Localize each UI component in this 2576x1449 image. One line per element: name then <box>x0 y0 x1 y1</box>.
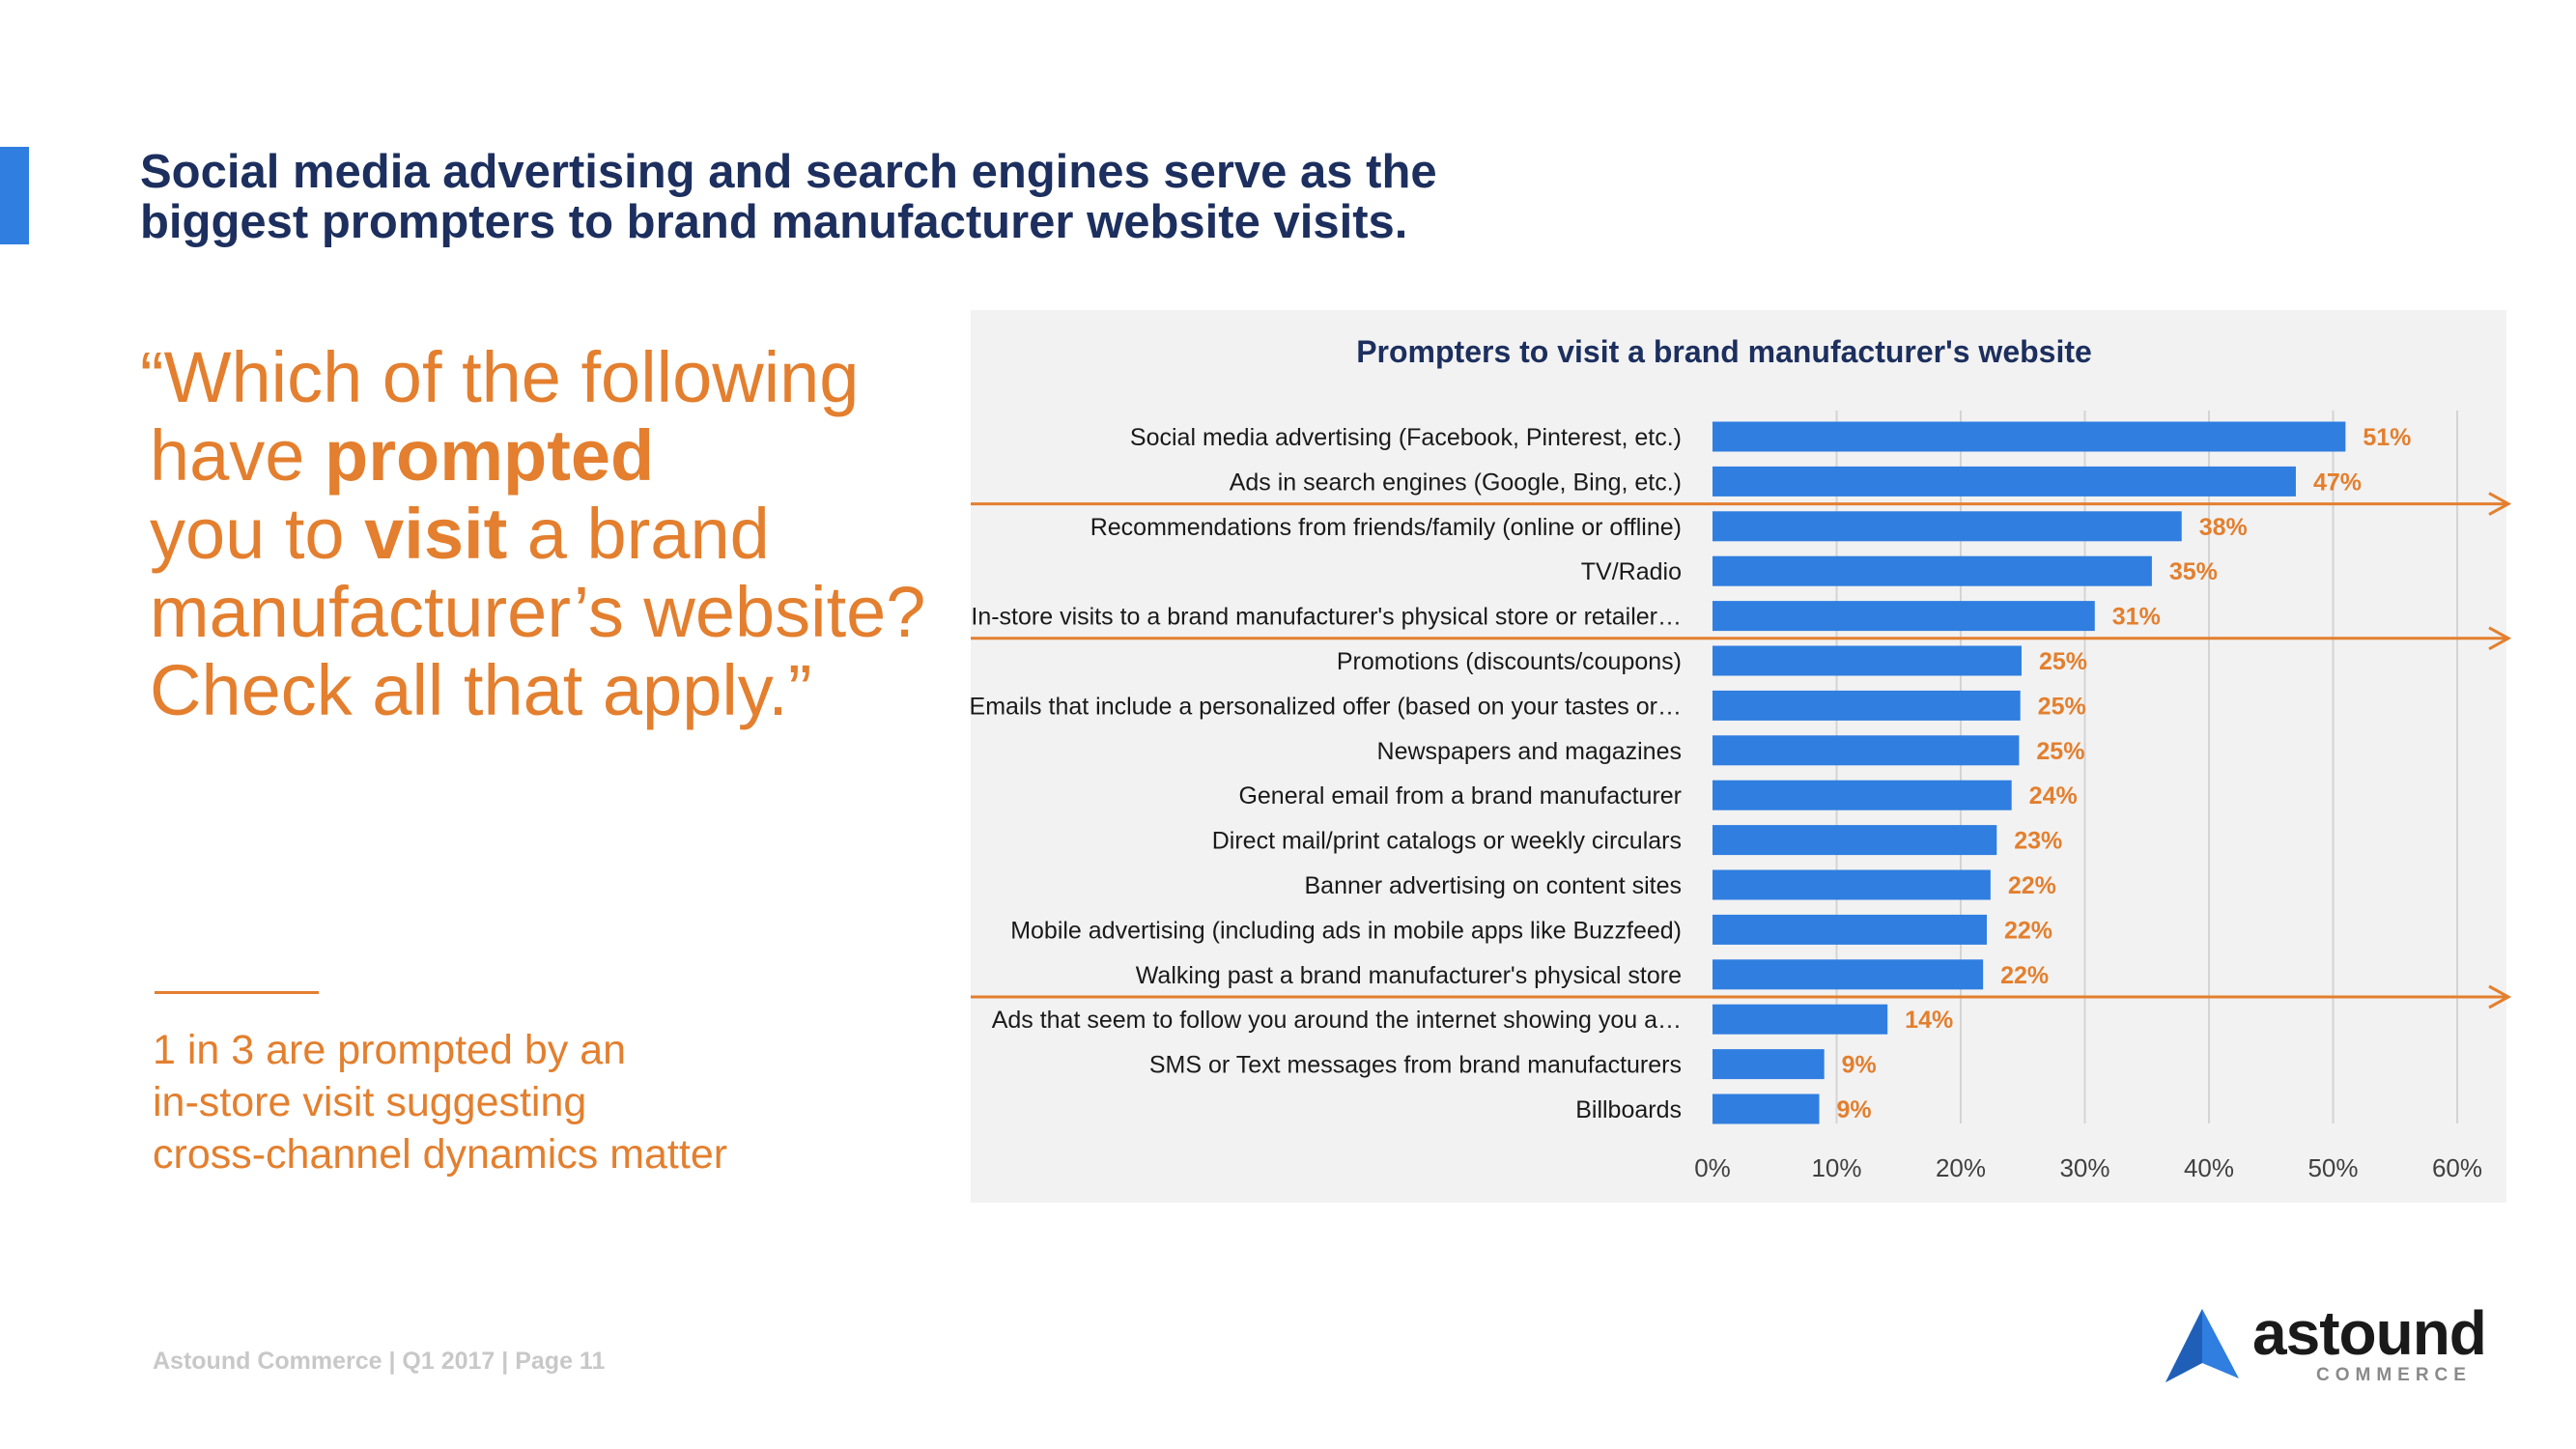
category-label: General email from a brand manufacturer <box>1238 782 1682 810</box>
question-text: have <box>150 415 326 496</box>
insight-divider <box>155 991 319 994</box>
x-tick-label: 10% <box>1811 1153 1861 1182</box>
category-label: SMS or Text messages from brand manufact… <box>1149 1052 1682 1079</box>
category-label: Banner advertising on content sites <box>1304 872 1682 899</box>
insight-line-2: in-store visit suggesting <box>153 1079 587 1125</box>
accent-bar <box>0 147 29 244</box>
value-label: 23% <box>2014 828 2062 855</box>
category-label: In-store visits to a brand manufacturer'… <box>971 604 1682 631</box>
value-label: 51% <box>2363 424 2411 451</box>
category-label: Promotions (discounts/coupons) <box>1337 648 1682 675</box>
question-emphasis-prompted: prompted <box>325 415 655 496</box>
category-label: Billboards <box>1575 1096 1682 1123</box>
category-label: Recommendations from friends/family (onl… <box>1090 514 1682 541</box>
value-label: 22% <box>2000 962 2049 989</box>
divider-arrow-icon <box>2488 492 2512 516</box>
value-label: 22% <box>2004 917 2052 944</box>
question-text: a brand <box>507 494 770 574</box>
bar <box>1713 825 1997 856</box>
bar <box>1713 511 2182 542</box>
bar <box>1713 1094 1820 1124</box>
bar <box>1713 555 2152 586</box>
bar <box>1713 1049 1825 1080</box>
value-label: 14% <box>1905 1007 1953 1034</box>
x-tick-label: 30% <box>2059 1153 2109 1182</box>
insight-line-3: cross-channel dynamics matter <box>153 1131 728 1178</box>
x-tick-label: 50% <box>2307 1153 2358 1182</box>
logo-triangle-icon <box>2166 1309 2239 1382</box>
logo-wordmark: astound <box>2252 1298 2487 1368</box>
divider-arrow-icon <box>2488 626 2512 651</box>
page-footer: Astound Commerce | Q1 2017 | Page 11 <box>153 1348 606 1375</box>
category-label: Walking past a brand manufacturer's phys… <box>1136 962 1682 989</box>
question-text: you to <box>150 494 365 574</box>
slide-headline: Social media advertising and search engi… <box>140 146 1437 248</box>
bar <box>1713 869 1991 900</box>
value-label: 25% <box>2039 648 2087 675</box>
value-label: 31% <box>2112 604 2161 631</box>
chart-title: Prompters to visit a brand manufacturer'… <box>1356 334 2092 369</box>
value-label: 35% <box>2169 558 2218 585</box>
insight-line-1: 1 in 3 are prompted by an <box>153 1027 627 1073</box>
value-label: 24% <box>2029 782 2078 810</box>
question-emphasis-visit: visit <box>364 494 508 574</box>
value-label: 9% <box>1837 1096 1872 1123</box>
category-label: Direct mail/print catalogs or weekly cir… <box>1212 828 1682 855</box>
bar <box>1713 959 1984 990</box>
bar <box>1713 914 1987 945</box>
category-label: Mobile advertising (including ads in mob… <box>1010 917 1682 944</box>
category-label: Ads that seem to follow you around the i… <box>992 1007 1682 1034</box>
category-label: Emails that include a personalized offer… <box>970 693 1682 720</box>
question-line-5: Check all that apply.” <box>150 650 812 730</box>
value-label: 25% <box>2036 738 2084 765</box>
question-line-2: have prompted <box>150 416 942 495</box>
category-label: TV/Radio <box>1581 558 1682 585</box>
bar <box>1713 690 2021 721</box>
bar <box>1713 601 2095 632</box>
bar <box>1713 780 2012 810</box>
x-tick-label: 60% <box>2432 1153 2482 1182</box>
value-label: 47% <box>2313 469 2362 496</box>
bar <box>1713 1004 1888 1035</box>
question-line-4: manufacturer’s website? <box>150 572 926 652</box>
category-label: Newspapers and magazines <box>1377 738 1682 765</box>
bar <box>1713 466 2296 497</box>
x-tick-label: 40% <box>2184 1153 2234 1182</box>
x-tick-label: 20% <box>1936 1153 1986 1182</box>
value-label: 38% <box>2199 514 2248 541</box>
bar <box>1713 421 2346 452</box>
divider-arrow-icon <box>2488 984 2512 1009</box>
bar <box>1713 735 2020 766</box>
logo-subtitle: COMMERCE <box>2316 1365 2472 1385</box>
category-label: Ads in search engines (Google, Bing, etc… <box>1230 469 1682 496</box>
category-label: Social media advertising (Facebook, Pint… <box>1130 424 1682 451</box>
value-label: 22% <box>2008 872 2056 899</box>
astound-logo: astound COMMERCE <box>2164 1298 2487 1396</box>
bar <box>1713 645 2022 676</box>
value-label: 25% <box>2038 693 2086 720</box>
insight-callout: 1 in 3 are prompted by an in-store visit… <box>153 1024 887 1180</box>
value-label: 9% <box>1842 1052 1877 1079</box>
question-line-1: “Which of the following <box>140 337 860 417</box>
survey-question: “Which of the following have prompted yo… <box>140 338 942 730</box>
x-tick-label: 0% <box>1694 1153 1731 1182</box>
question-line-3: you to visit a brand <box>150 495 942 573</box>
